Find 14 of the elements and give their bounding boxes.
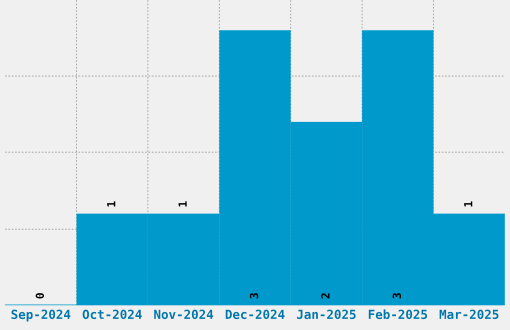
data-label: 1 xyxy=(464,201,472,206)
data-label: 3 xyxy=(392,293,402,298)
data-label: 2 xyxy=(321,293,330,299)
x-tick-label: Nov-2024 xyxy=(154,310,214,320)
x-tick-label: Dec-2024 xyxy=(226,310,285,320)
x-tick-label: Feb-2025 xyxy=(368,309,428,320)
data-label: 0 xyxy=(36,293,44,298)
data-label: 1 xyxy=(178,201,187,206)
data-label: 3 xyxy=(250,293,258,298)
x-tick-label: Jan-2025 xyxy=(296,310,356,320)
data-label: 1 xyxy=(107,201,116,206)
x-tick-label: Oct-2024 xyxy=(82,310,142,320)
x-tick-label: Sep-2024 xyxy=(11,310,70,322)
x-tick-label: Mar-2025 xyxy=(440,310,498,320)
